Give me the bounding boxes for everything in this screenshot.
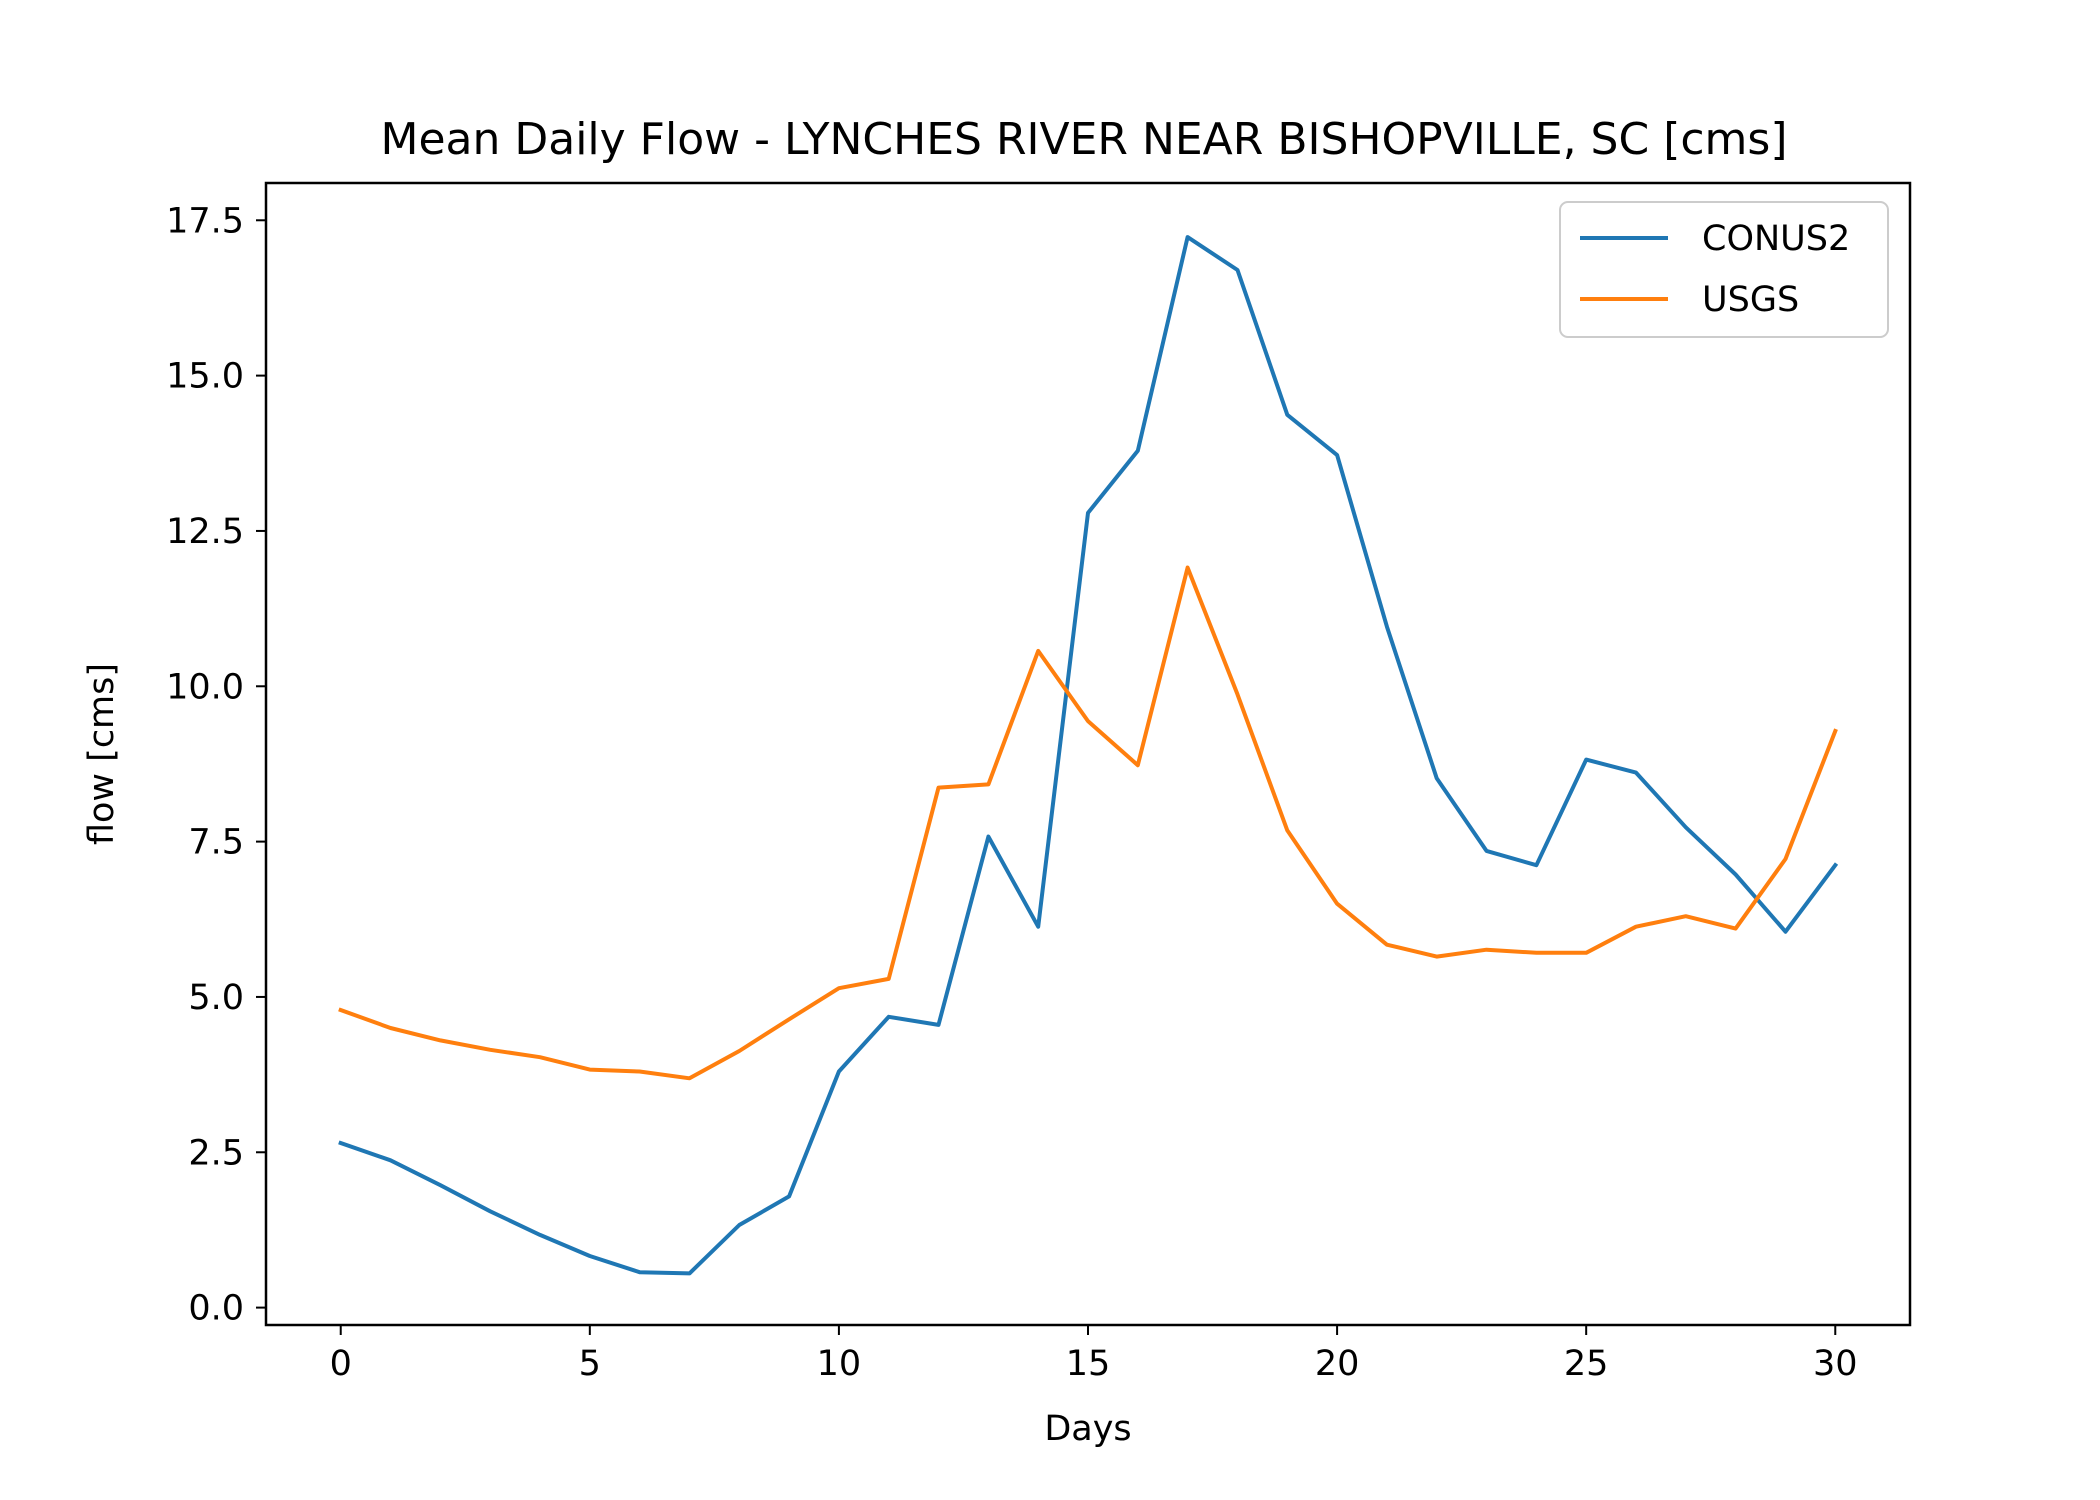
y-axis-label: flow [cms] bbox=[82, 663, 122, 845]
series-line-conus2 bbox=[338, 235, 1839, 1276]
series-line-usgs bbox=[338, 565, 1838, 1081]
chart-title: Mean Daily Flow - LYNCHES RIVER NEAR BIS… bbox=[380, 114, 1787, 165]
legend-label-usgs: USGS bbox=[1702, 280, 1799, 320]
x-axis-ticks: 0 5 10 15 20 25 30 bbox=[330, 1325, 1858, 1384]
x-tick-label: 15 bbox=[1066, 1344, 1111, 1384]
y-tick-label: 0.0 bbox=[188, 1289, 244, 1329]
y-tick-label: 17.5 bbox=[166, 201, 244, 241]
x-tick-label: 30 bbox=[1813, 1344, 1858, 1384]
y-tick-label: 7.5 bbox=[188, 823, 244, 863]
y-tick-label: 15.0 bbox=[166, 357, 244, 397]
series-layer bbox=[338, 235, 1839, 1276]
x-tick-label: 20 bbox=[1315, 1344, 1360, 1384]
legend: CONUS2 USGS bbox=[1559, 201, 1889, 338]
x-tick-label: 5 bbox=[579, 1344, 601, 1384]
x-axis-label: Days bbox=[1044, 1409, 1131, 1449]
y-tick-label: 10.0 bbox=[166, 667, 244, 707]
y-tick-label: 12.5 bbox=[166, 512, 244, 552]
y-tick-label: 2.5 bbox=[188, 1133, 244, 1173]
y-tick-label: 5.0 bbox=[188, 978, 244, 1018]
x-tick-label: 10 bbox=[817, 1344, 862, 1384]
x-tick-label: 0 bbox=[330, 1344, 352, 1384]
y-axis-ticks: 0.0 2.5 5.0 7.5 10.0 12.5 15.0 17.5 bbox=[166, 201, 266, 1329]
x-tick-label: 25 bbox=[1564, 1344, 1609, 1384]
legend-label-conus2: CONUS2 bbox=[1702, 219, 1850, 259]
legend-frame bbox=[1559, 201, 1889, 338]
